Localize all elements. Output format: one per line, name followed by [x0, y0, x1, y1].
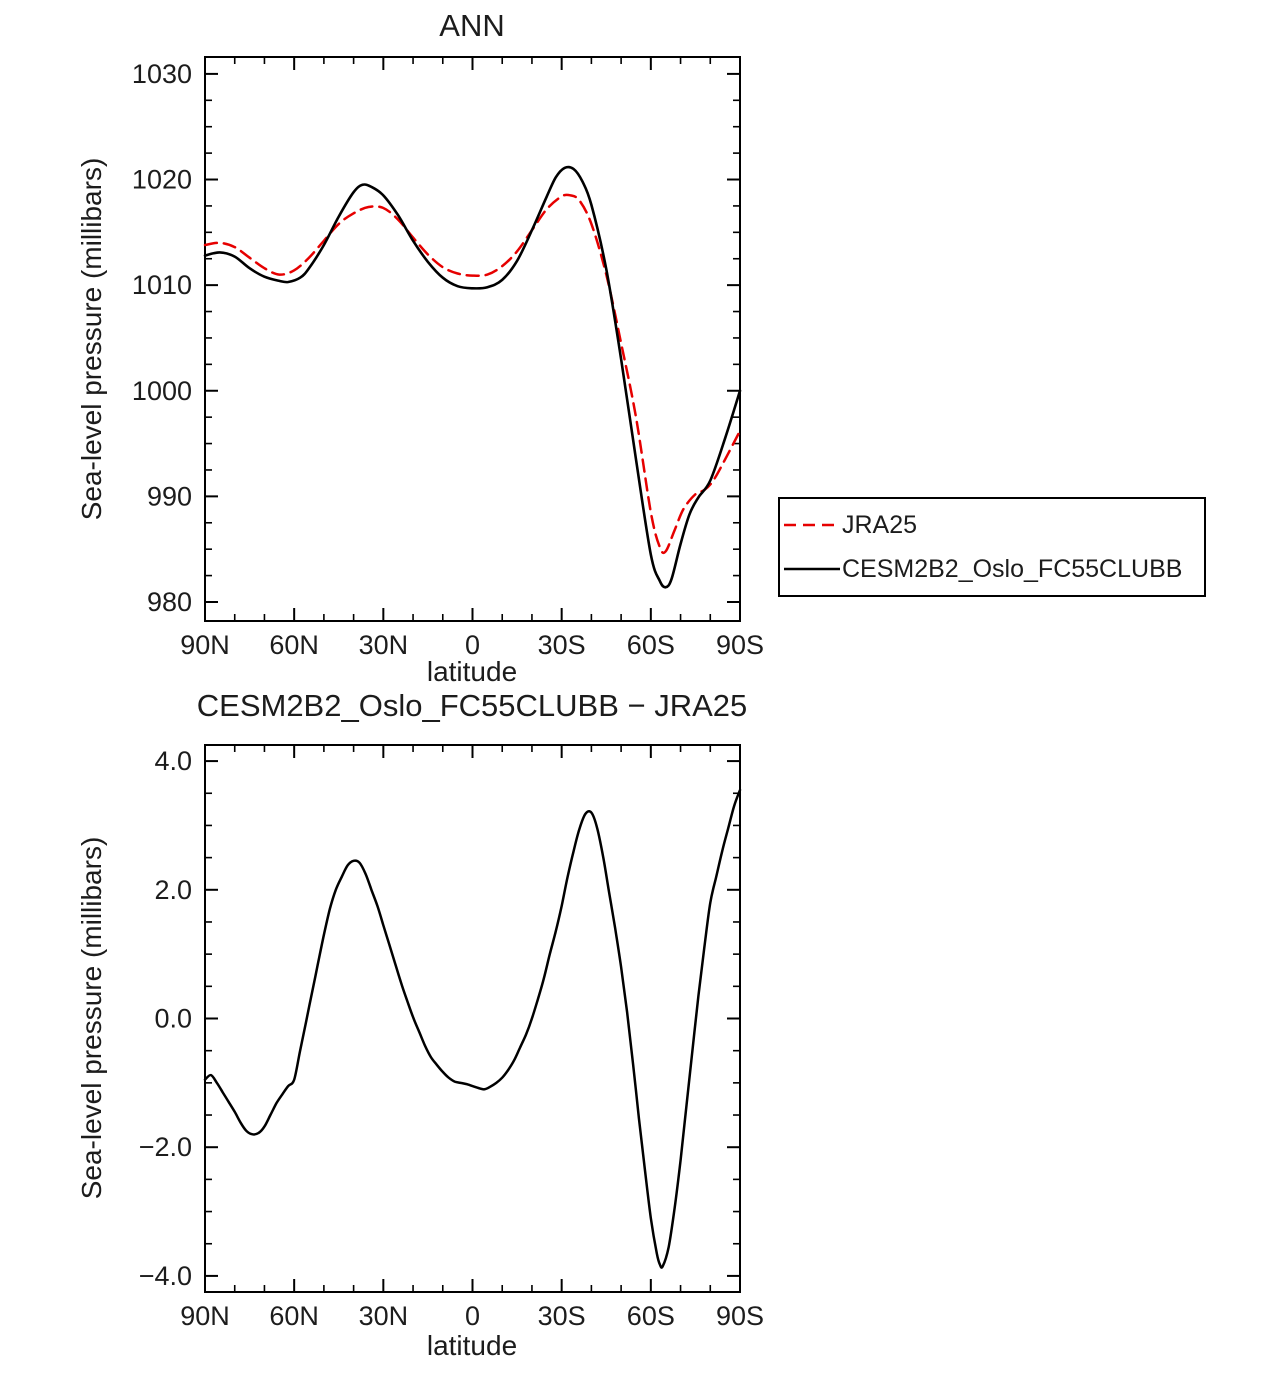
svg-text:90S: 90S: [716, 630, 764, 660]
svg-text:980: 980: [147, 587, 192, 617]
top-chart-x-axis-label: latitude: [426, 656, 518, 687]
svg-text:60S: 60S: [627, 1301, 675, 1331]
svg-text:60N: 60N: [269, 1301, 319, 1331]
legend-label-jra25: JRA25: [842, 510, 918, 539]
svg-text:1020: 1020: [132, 165, 192, 195]
svg-text:30N: 30N: [359, 630, 409, 660]
legend-line-sample-cesm: [784, 567, 840, 571]
svg-text:1030: 1030: [132, 59, 192, 89]
svg-text:30N: 30N: [359, 1301, 409, 1331]
legend-line-sample-jra25: [784, 523, 840, 527]
top-chart-y-axis-label: Sea-level pressure (millibars): [76, 157, 107, 521]
svg-text:0.0: 0.0: [154, 1004, 192, 1034]
svg-text:4.0: 4.0: [154, 746, 192, 776]
top-chart-title: ANN: [439, 8, 505, 43]
svg-text:90N: 90N: [180, 1301, 230, 1331]
svg-text:0: 0: [465, 1301, 480, 1331]
svg-text:30S: 30S: [538, 1301, 586, 1331]
legend-entry-cesm: CESM2B2_Oslo_FC55CLUBB: [782, 556, 1202, 582]
legend-entry-jra25: JRA25: [782, 512, 1202, 538]
legend-label-cesm: CESM2B2_Oslo_FC55CLUBB: [842, 554, 1183, 583]
svg-text:−2.0: −2.0: [139, 1132, 192, 1162]
svg-text:1010: 1010: [132, 270, 192, 300]
svg-text:−4.0: −4.0: [139, 1261, 192, 1291]
svg-text:30S: 30S: [538, 630, 586, 660]
svg-text:60N: 60N: [269, 630, 319, 660]
legend-box: JRA25 CESM2B2_Oslo_FC55CLUBB: [778, 497, 1206, 597]
svg-text:2.0: 2.0: [154, 875, 192, 905]
bottom-chart-y-axis-label: Sea-level pressure (millibars): [76, 836, 107, 1200]
svg-text:90N: 90N: [180, 630, 230, 660]
svg-text:990: 990: [147, 481, 192, 511]
svg-text:90S: 90S: [716, 1301, 764, 1331]
bottom-chart-title: CESM2B2_Oslo_FC55CLUBB − JRA25: [196, 688, 748, 723]
bottom-chart-x-axis-label: latitude: [426, 1330, 518, 1361]
svg-text:1000: 1000: [132, 376, 192, 406]
svg-text:0: 0: [465, 630, 480, 660]
svg-text:60S: 60S: [627, 630, 675, 660]
